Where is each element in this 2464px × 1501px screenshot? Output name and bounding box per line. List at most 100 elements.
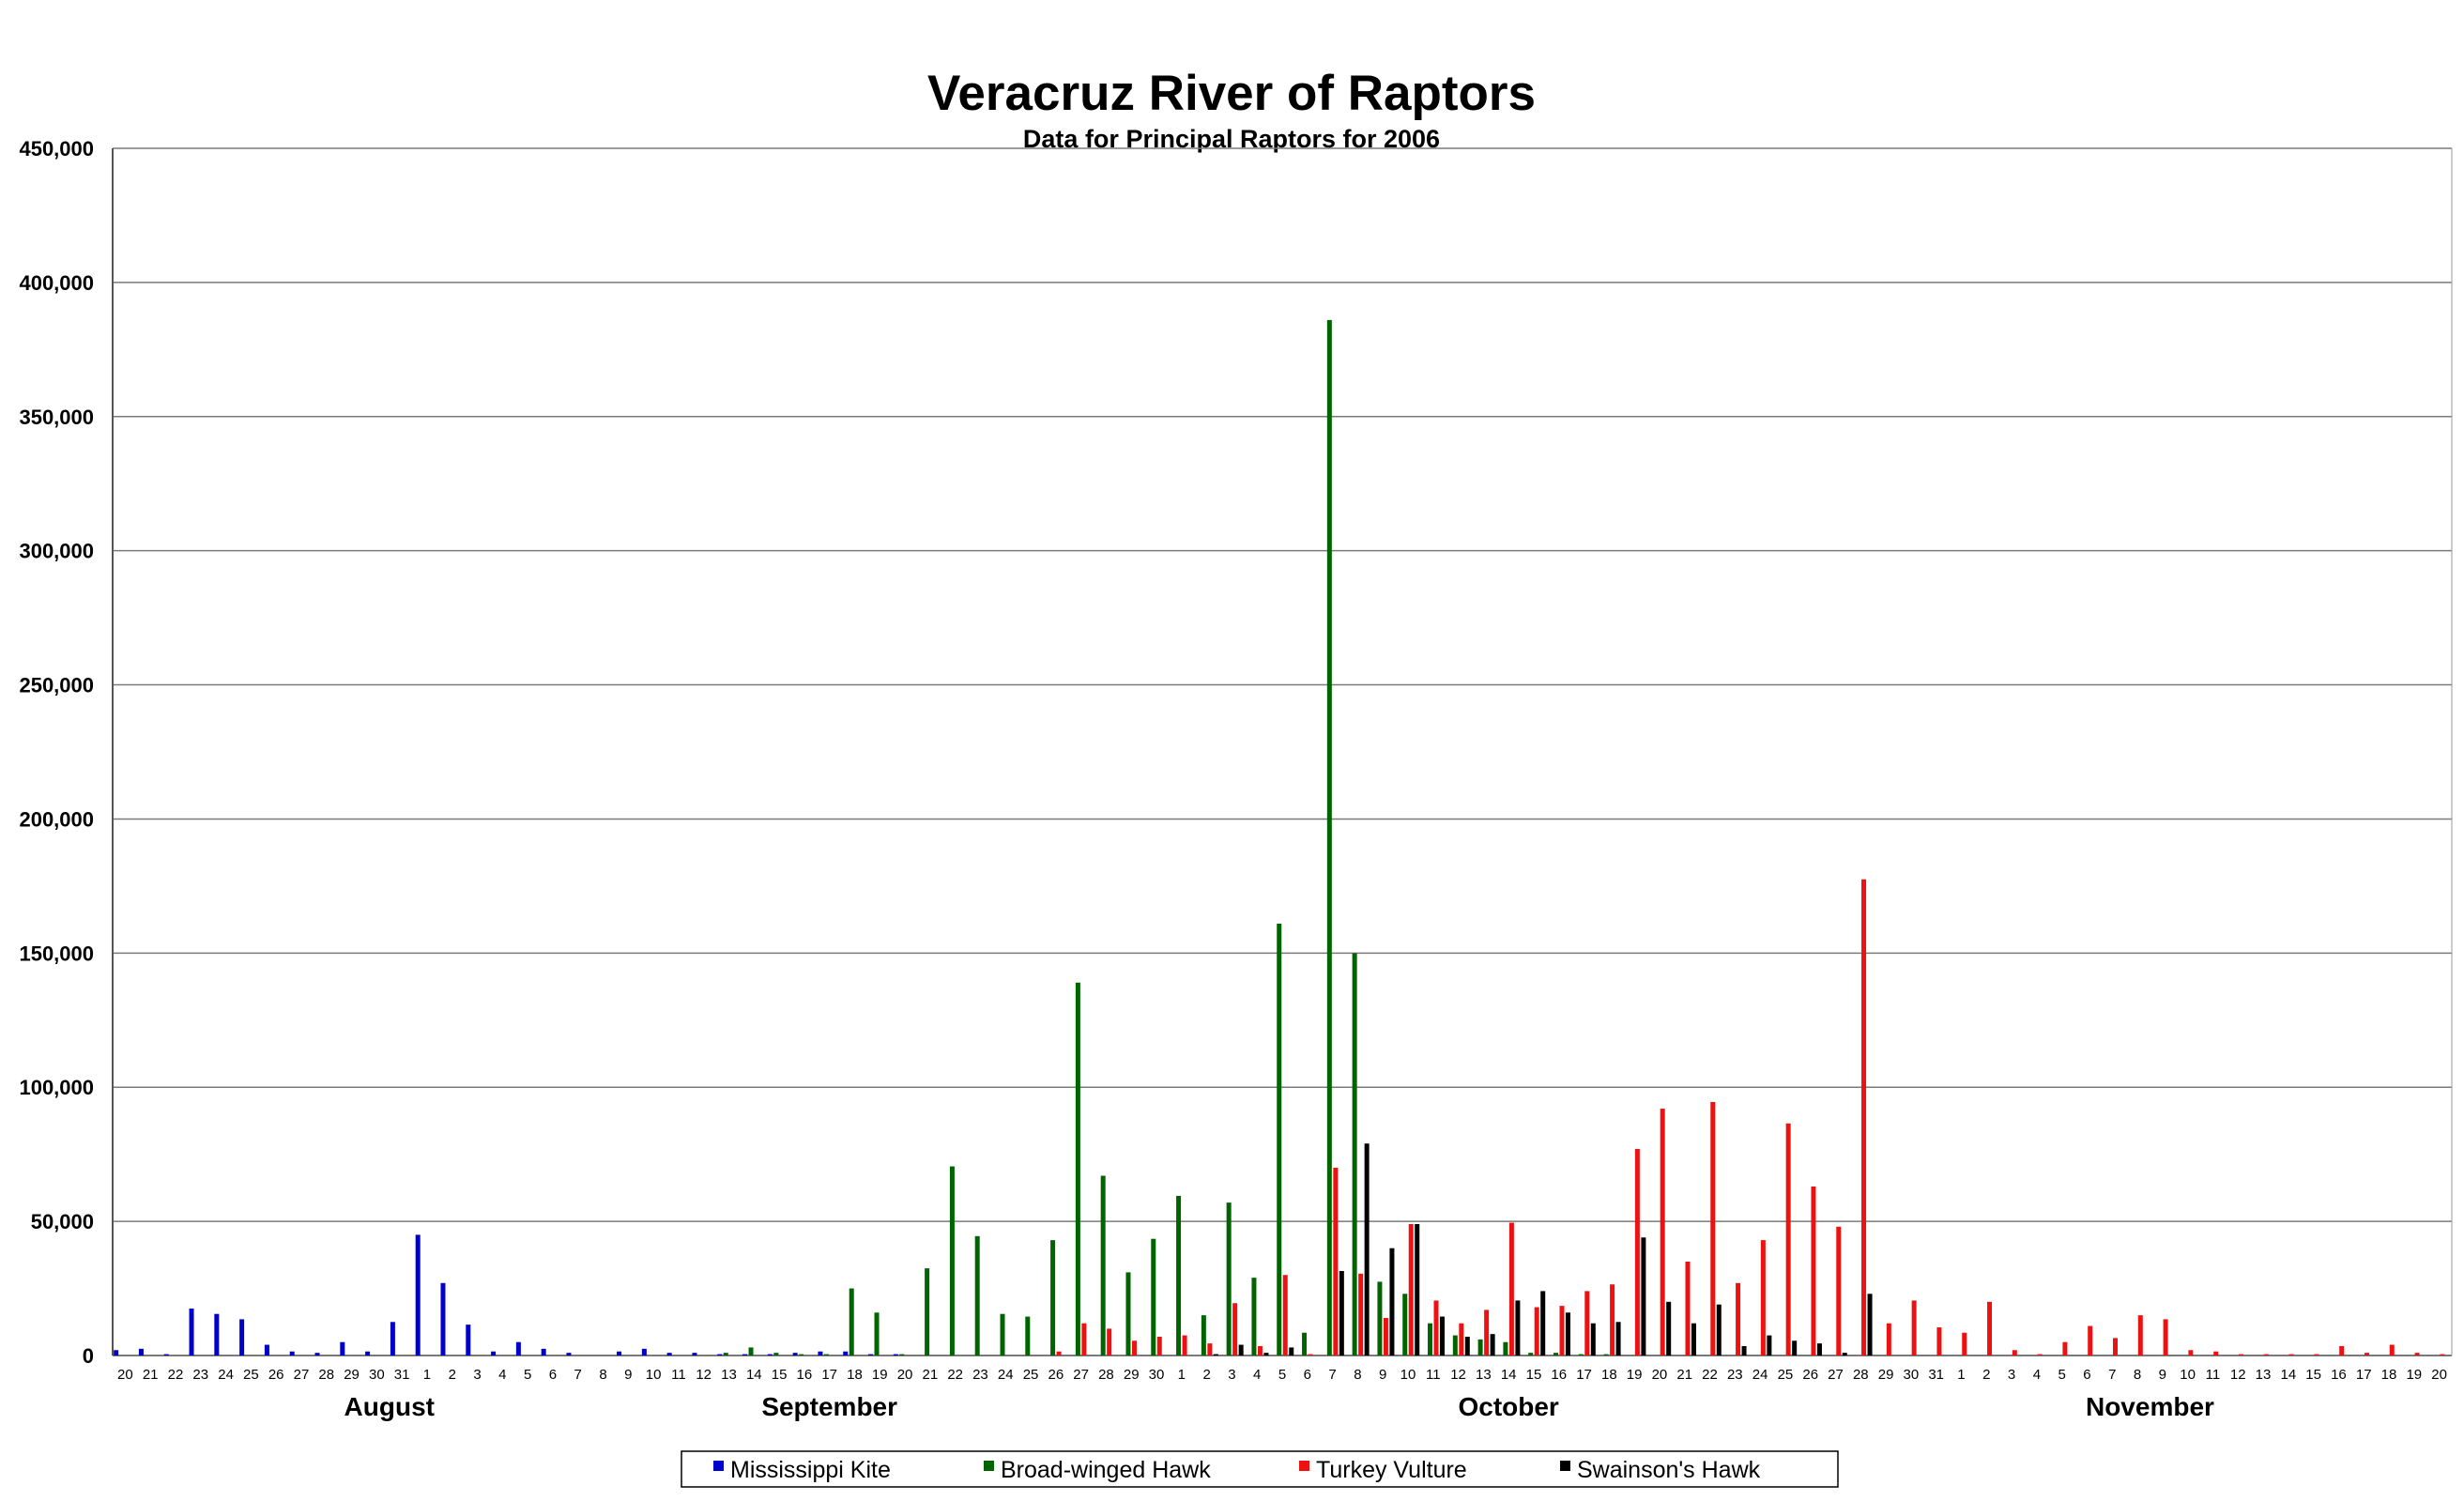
bar-turkey-vulture	[1886, 1323, 1891, 1355]
x-tick-label: 9	[1379, 1367, 1386, 1383]
bar-turkey-vulture	[1634, 1148, 1640, 1355]
x-tick-label: 12	[696, 1367, 712, 1383]
x-tick-label: 28	[318, 1367, 334, 1383]
bar-broad-winged-hawk	[925, 1268, 930, 1355]
x-tick-label: 3	[473, 1367, 481, 1383]
bar-swainson-s-hawk	[1289, 1347, 1294, 1355]
bar-turkey-vulture	[2062, 1341, 2068, 1355]
bar-mississippi-kite	[466, 1325, 471, 1355]
x-tick-label: 7	[1328, 1367, 1336, 1383]
bar-broad-winged-hawk	[1000, 1313, 1005, 1355]
x-tick-label: 15	[1526, 1367, 1542, 1383]
x-tick-label: 31	[394, 1367, 410, 1383]
x-tick-label: 14	[1501, 1367, 1517, 1383]
x-tick-label: 21	[923, 1367, 939, 1383]
x-tick-label: 5	[1278, 1367, 1286, 1383]
x-tick-label: 18	[1601, 1367, 1617, 1383]
x-tick-label: 27	[1828, 1367, 1844, 1383]
bar-mississippi-kite	[138, 1348, 144, 1355]
bar-swainson-s-hawk	[1590, 1323, 1596, 1355]
bar-mississippi-kite	[314, 1353, 320, 1355]
x-tick-label: 24	[218, 1367, 234, 1383]
x-tick-label: 13	[1476, 1367, 1492, 1383]
x-tick-label: 1	[1957, 1367, 1965, 1383]
x-tick-label: 21	[143, 1367, 159, 1383]
x-tick-label: 30	[369, 1367, 385, 1383]
bar-turkey-vulture	[1508, 1222, 1514, 1355]
x-tick-label: 8	[2134, 1367, 2141, 1383]
bar-turkey-vulture	[1408, 1223, 1414, 1355]
bar-swainson-s-hawk	[1867, 1294, 1873, 1355]
x-tick-label: 4	[1253, 1367, 1261, 1383]
legend-label-mississippi-kite: Mississippi Kite	[730, 1457, 891, 1483]
x-tick-label: 13	[721, 1367, 737, 1383]
x-tick-label: 21	[1676, 1367, 1692, 1383]
bar-turkey-vulture	[1559, 1306, 1565, 1355]
bar-turkey-vulture	[2163, 1319, 2168, 1355]
bar-turkey-vulture	[1156, 1337, 1162, 1355]
bar-turkey-vulture	[1333, 1167, 1339, 1355]
x-tick-label: 14	[2280, 1367, 2296, 1383]
bar-mississippi-kite	[566, 1353, 572, 1355]
bar-swainson-s-hawk	[1389, 1248, 1395, 1355]
bar-broad-winged-hawk	[1452, 1335, 1458, 1355]
x-tick-label: 5	[524, 1367, 531, 1383]
bar-turkey-vulture	[1861, 879, 1867, 1355]
bar-broad-winged-hawk	[723, 1353, 728, 1355]
x-tick-label: 3	[2008, 1367, 2015, 1383]
bar-broad-winged-hawk	[849, 1288, 854, 1355]
bar-swainson-s-hawk	[1540, 1291, 1546, 1355]
x-tick-label: 22	[168, 1367, 184, 1383]
y-tick-label: 200,000	[19, 807, 94, 831]
y-tick-label: 50,000	[31, 1210, 94, 1233]
bar-swainson-s-hawk	[1792, 1340, 1798, 1355]
bar-turkey-vulture	[1610, 1284, 1615, 1355]
x-tick-label: 31	[1928, 1367, 1944, 1383]
y-axis-labels: 0 50,000 100,000 150,000 200,000 250,000 300,0…	[19, 137, 94, 1368]
legend-swatch-broad-winged-hawk	[984, 1461, 994, 1471]
bar-mississippi-kite	[641, 1348, 647, 1355]
bar-turkey-vulture	[1911, 1300, 1917, 1355]
x-axis-day-labels: 20 21 22 23 24 25 26 27 28 29 30 31 1 2 3 4 5 6 7 8 9 10 11 12 1…	[117, 1367, 2447, 1383]
bar-broad-winged-hawk	[949, 1166, 955, 1355]
bar-mississippi-kite	[239, 1319, 245, 1355]
bar-mississippi-kite	[214, 1313, 220, 1355]
bar-turkey-vulture	[1081, 1323, 1087, 1355]
x-tick-label: 26	[1802, 1367, 1818, 1383]
bar-swainson-s-hawk	[1238, 1344, 1244, 1355]
bar-mississippi-kite	[289, 1351, 295, 1355]
x-tick-label: 27	[1073, 1367, 1089, 1383]
x-tick-label: 17	[1576, 1367, 1592, 1383]
x-tick-label: 20	[2431, 1367, 2447, 1383]
bar-broad-winged-hawk	[1100, 1175, 1106, 1355]
bar-broad-winged-hawk	[748, 1347, 754, 1355]
bar-broad-winged-hawk	[1125, 1272, 1131, 1355]
legend-label-broad-winged-hawk: Broad-winged Hawk	[1001, 1457, 1211, 1483]
x-tick-label: 3	[1228, 1367, 1235, 1383]
bar-swainson-s-hawk	[1566, 1312, 1570, 1355]
x-tick-label: 22	[947, 1367, 963, 1383]
bar-broad-winged-hawk	[1075, 982, 1080, 1355]
bar-broad-winged-hawk	[1176, 1195, 1182, 1355]
x-tick-label: 29	[344, 1367, 360, 1383]
legend-label-turkey-vulture: Turkey Vulture	[1316, 1457, 1467, 1483]
bar-mississippi-kite	[666, 1353, 672, 1355]
x-tick-label: 12	[2230, 1367, 2246, 1383]
y-tick-label: 400,000	[19, 271, 94, 295]
bar-turkey-vulture	[2188, 1350, 2194, 1355]
bar-broad-winged-hawk	[1025, 1316, 1031, 1355]
x-tick-label: 5	[2058, 1367, 2065, 1383]
x-tick-label: 25	[1778, 1367, 1794, 1383]
bar-turkey-vulture	[1736, 1282, 1741, 1355]
x-tick-label: 26	[268, 1367, 284, 1383]
x-tick-label: 15	[2305, 1367, 2321, 1383]
bar-turkey-vulture	[1962, 1332, 1967, 1355]
bar-broad-winged-hawk	[1302, 1332, 1308, 1355]
bar-mississippi-kite	[515, 1341, 521, 1355]
bar-turkey-vulture	[1056, 1351, 1062, 1355]
bar-broad-winged-hawk	[1477, 1339, 1483, 1355]
bar-turkey-vulture	[1584, 1291, 1590, 1355]
x-tick-label: 28	[1098, 1367, 1114, 1383]
bar-swainson-s-hawk	[1440, 1316, 1446, 1355]
bar-turkey-vulture	[1987, 1301, 1993, 1355]
